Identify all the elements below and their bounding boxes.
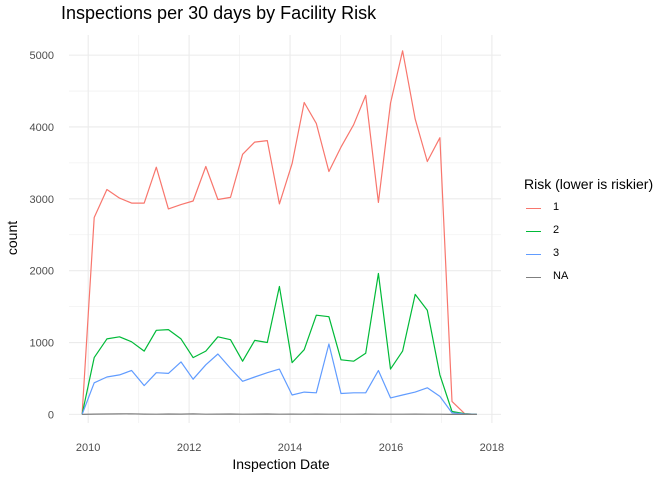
major-gridlines xyxy=(69,35,501,423)
minor-gridlines xyxy=(69,35,501,423)
x-tick-label: 2014 xyxy=(278,442,302,454)
x-axis-title: Inspection Date xyxy=(232,456,329,472)
legend-label-2: 2 xyxy=(553,224,560,236)
legend-item-na: NA xyxy=(524,267,653,290)
y-tick-label: 2000 xyxy=(30,266,54,278)
legend-label-1: 1 xyxy=(553,201,560,213)
x-tick-labels: 2010 2012 2014 2016 2018 xyxy=(76,442,504,454)
legend: Risk (lower is riskier) 1 2 3 NA xyxy=(524,176,653,290)
series-line-3 xyxy=(81,343,477,415)
x-tick-label: 2016 xyxy=(379,442,403,454)
y-tick-label: 5000 xyxy=(30,50,54,62)
y-tick-label: 0 xyxy=(48,409,54,421)
legend-title: Risk (lower is riskier) xyxy=(524,176,654,192)
y-tick-label: 3000 xyxy=(30,194,54,206)
legend-key-1 xyxy=(526,208,541,209)
series-lines xyxy=(81,50,477,415)
y-tick-label: 1000 xyxy=(30,338,54,350)
y-axis-title: count xyxy=(4,221,20,255)
x-tick-label: 2010 xyxy=(76,442,100,454)
y-tick-labels: 0 1000 2000 3000 4000 5000 xyxy=(30,50,54,421)
series-line-1 xyxy=(81,50,477,415)
legend-key-3 xyxy=(526,254,541,255)
legend-key-2 xyxy=(526,231,541,232)
chart-title: Inspections per 30 days by Facility Risk xyxy=(61,3,377,23)
x-tick-label: 2018 xyxy=(480,442,504,454)
legend-key-na xyxy=(526,277,541,278)
legend-item-3: 3 xyxy=(524,244,653,267)
series-line-na xyxy=(82,413,477,415)
legend-label-3: 3 xyxy=(553,247,560,259)
legend-label-na: NA xyxy=(553,270,569,282)
legend-item-1: 1 xyxy=(524,198,653,221)
legend-item-2: 2 xyxy=(524,221,653,244)
x-tick-label: 2012 xyxy=(177,442,201,454)
series-line-2 xyxy=(81,272,477,415)
y-tick-label: 4000 xyxy=(30,122,54,134)
